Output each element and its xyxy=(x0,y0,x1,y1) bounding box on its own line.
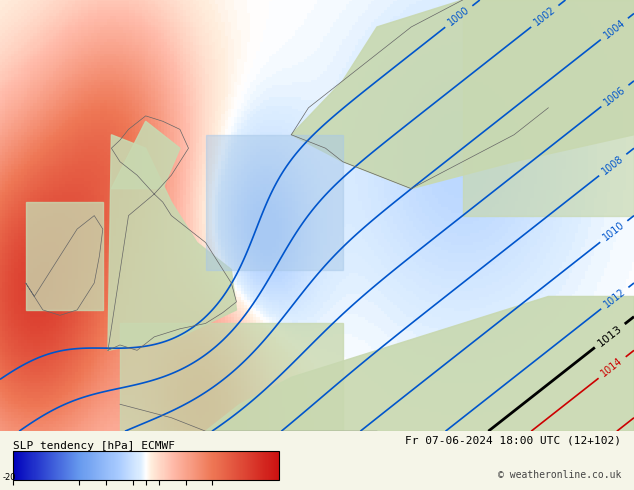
Polygon shape xyxy=(112,121,180,189)
Polygon shape xyxy=(108,135,236,350)
Text: SLP tendency [hPa] ECMWF: SLP tendency [hPa] ECMWF xyxy=(13,441,175,451)
Text: © weatheronline.co.uk: © weatheronline.co.uk xyxy=(498,470,621,480)
Text: 1000: 1000 xyxy=(446,5,472,28)
Text: -20: -20 xyxy=(3,473,16,482)
Text: 1006: 1006 xyxy=(602,84,628,107)
Polygon shape xyxy=(205,296,634,431)
Text: 1013: 1013 xyxy=(596,323,624,348)
Polygon shape xyxy=(26,202,103,310)
Polygon shape xyxy=(205,135,343,270)
Text: 1002: 1002 xyxy=(532,5,557,28)
Polygon shape xyxy=(120,323,343,431)
Polygon shape xyxy=(291,0,634,189)
Text: 1014: 1014 xyxy=(599,356,625,379)
Text: 1008: 1008 xyxy=(600,153,626,176)
Text: 1010: 1010 xyxy=(601,220,626,243)
Text: Fr 07-06-2024 18:00 UTC (12+102): Fr 07-06-2024 18:00 UTC (12+102) xyxy=(405,436,621,446)
Text: 1004: 1004 xyxy=(602,18,627,41)
Polygon shape xyxy=(463,0,634,216)
Text: 1012: 1012 xyxy=(602,287,628,310)
